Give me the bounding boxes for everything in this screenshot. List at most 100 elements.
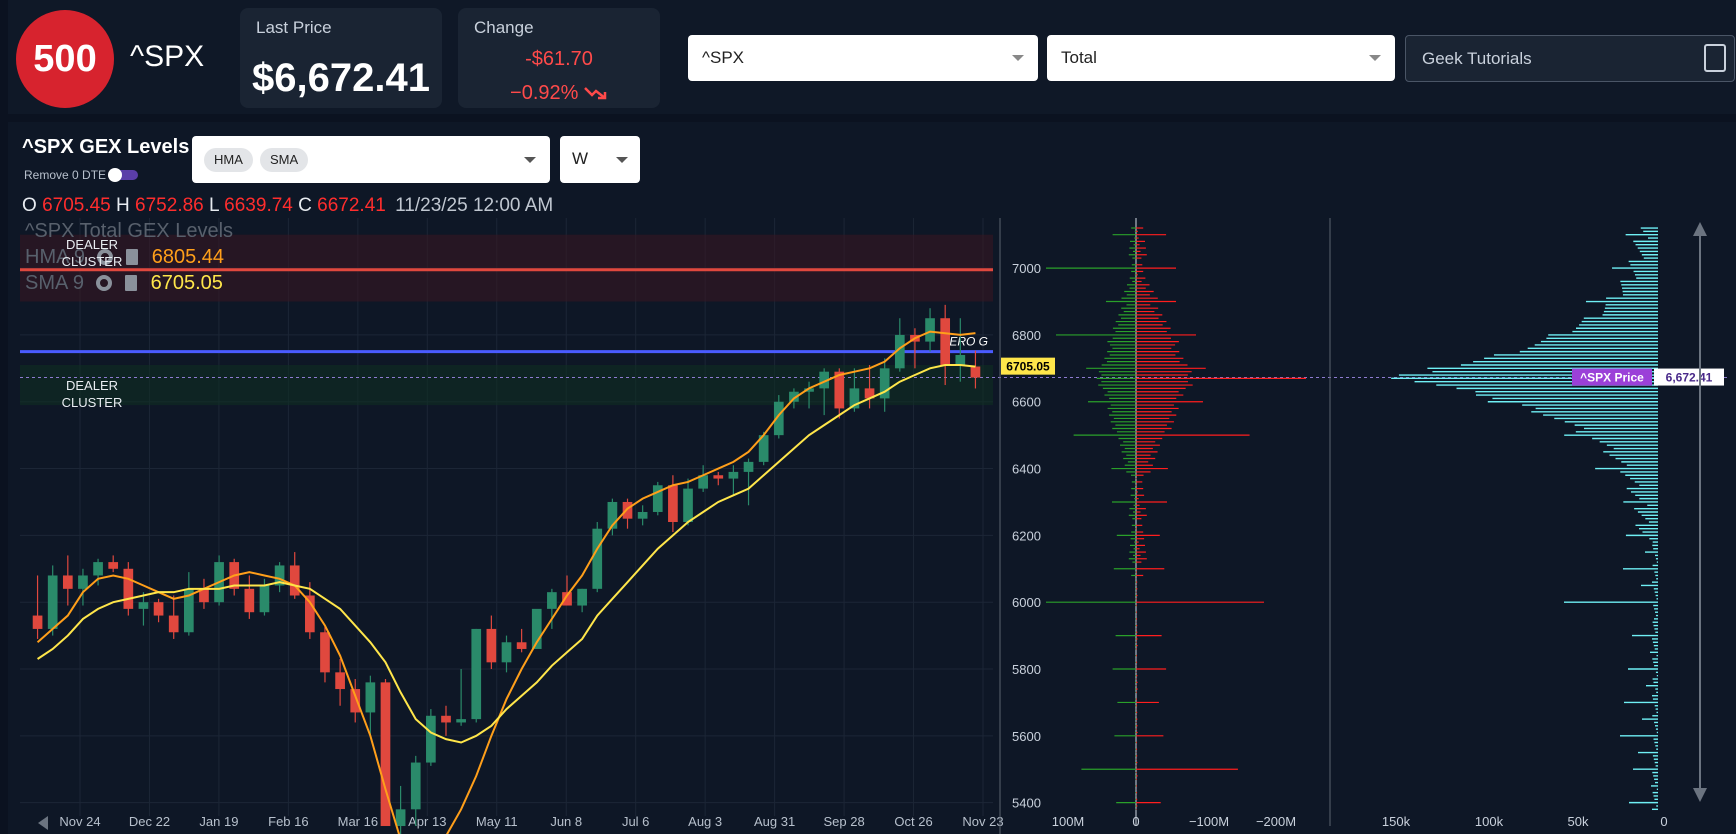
- candle-body: [607, 501, 618, 529]
- moving-average-select[interactable]: HMA SMA: [192, 136, 550, 183]
- ohlc-date: 11/23/25 12:00 AM: [395, 195, 554, 216]
- x-tick-label: Aug 31: [754, 814, 795, 829]
- x-tick-label: Jul 6: [622, 814, 649, 829]
- x-tick-label: Apr 13: [408, 814, 446, 829]
- gex-tick-label: −200M: [1256, 814, 1296, 829]
- chevron-down-icon: [1369, 55, 1381, 61]
- candle-body: [652, 485, 663, 512]
- candle-body: [743, 461, 754, 472]
- hma-label: HMA: [25, 246, 69, 268]
- candle-body: [516, 642, 527, 649]
- candle-body: [879, 368, 890, 399]
- change-label: Change: [474, 18, 534, 37]
- gex-type-select[interactable]: Total: [1047, 35, 1395, 81]
- y-tick-label: 6600: [1012, 395, 1041, 410]
- zero-g-label: ZERO G: [941, 335, 988, 349]
- interval-select[interactable]: W: [560, 136, 640, 183]
- candle-body: [199, 588, 209, 603]
- last-price-card: Last Price $6,672.41: [240, 8, 442, 108]
- gear-icon[interactable]: [96, 249, 113, 265]
- gear-icon[interactable]: [95, 275, 112, 291]
- candle-body: [668, 485, 678, 523]
- candle-body: [244, 588, 255, 613]
- dealer-cluster-upper-band: [20, 234, 993, 302]
- sma-value: 6705.05: [150, 272, 223, 294]
- candle-body: [78, 575, 88, 589]
- trash-icon[interactable]: [126, 249, 139, 265]
- oi-tick-label: 0: [1660, 814, 1667, 829]
- gex-chart[interactable]: Nov 24 Dec 22 Jan 19 Feb 16 Mar 16 Apr 13 May …: [8, 218, 1736, 834]
- oi-tick-label: 150k: [1382, 814, 1411, 829]
- scroll-down-icon: [1693, 788, 1707, 802]
- y-tick-label: 5800: [1012, 662, 1041, 677]
- candle-body: [970, 366, 981, 378]
- oi-tick-label: 100k: [1475, 814, 1504, 829]
- hma-value: 6805.44: [151, 246, 225, 268]
- remove-0dte-toggle[interactable]: [108, 168, 138, 182]
- low-key: L: [209, 195, 219, 216]
- candle-body: [441, 715, 451, 723]
- dealer-cluster-lower-label: DEALER CLUSTER: [52, 377, 132, 411]
- dealer-cluster-text: DEALER CLUSTER: [61, 237, 123, 269]
- high-value: 6752.86: [135, 195, 204, 216]
- y-tick-label: 6800: [1012, 328, 1041, 343]
- sma-period: 9: [72, 272, 84, 294]
- document-icon[interactable]: [1704, 44, 1726, 72]
- chevron-down-icon: [1012, 55, 1024, 61]
- candle-body: [335, 672, 345, 690]
- candle-body: [758, 435, 769, 462]
- candle-body: [713, 475, 724, 479]
- candle-body: [426, 715, 436, 763]
- x-tick-label: Dec 22: [129, 814, 170, 829]
- candle-body: [834, 371, 845, 409]
- y-tick-label: 5600: [1012, 729, 1041, 744]
- last-price-value: $6,672.41: [252, 56, 430, 100]
- candle-body: [864, 388, 875, 399]
- change-percent-row: −0.92%: [458, 82, 660, 105]
- candle-body: [819, 371, 830, 389]
- open-value: 6705.45: [42, 195, 111, 216]
- x-tick-label: Nov 24: [59, 814, 100, 829]
- candle-body: [108, 562, 119, 569]
- x-tick-label: Oct 26: [894, 814, 932, 829]
- candle-body: [894, 334, 905, 369]
- x-tick-label: Aug 3: [688, 814, 722, 829]
- open-key: O: [22, 195, 37, 216]
- candle-body: [728, 471, 739, 479]
- candle-body: [501, 642, 512, 663]
- candle-body: [925, 318, 935, 342]
- sma-price-tag-bg: [1001, 357, 1055, 375]
- candle-body: [395, 809, 406, 827]
- symbol-select[interactable]: ^SPX: [688, 35, 1038, 81]
- panel-title: ^SPX GEX Levels: [22, 136, 190, 158]
- chevron-down-icon: [616, 157, 628, 163]
- chip-sma[interactable]: SMA: [260, 148, 309, 172]
- candle-body: [410, 762, 421, 810]
- close-value: 6672.41: [317, 195, 386, 216]
- candle-body: [123, 568, 134, 609]
- y-tick-label: 5400: [1012, 796, 1041, 811]
- candle-body: [804, 388, 814, 392]
- hma-line: [36, 330, 976, 834]
- candle-body: [274, 565, 285, 586]
- change-card: Change -$61.70 −0.92%: [458, 8, 660, 108]
- chip-hma[interactable]: HMA: [204, 148, 253, 172]
- candle-body: [305, 595, 315, 633]
- trash-icon[interactable]: [125, 275, 138, 291]
- geek-tutorials-field[interactable]: Geek Tutorials: [1405, 35, 1735, 82]
- legend-sma: SMA 9 6705.05: [25, 272, 223, 295]
- spx-price-tag-label: ^SPX Price: [1580, 371, 1644, 385]
- candle-body: [849, 388, 860, 409]
- candle-body: [773, 401, 784, 436]
- spx-price-value-bg: [1654, 368, 1724, 386]
- remove-0dte-label: Remove 0 DTE: [24, 168, 107, 182]
- last-price-label: Last Price: [256, 18, 332, 37]
- candle-body: [47, 575, 58, 629]
- y-tick-label: 6200: [1012, 528, 1041, 543]
- x-tick-label: May 11: [476, 814, 518, 829]
- chevron-down-icon: [524, 157, 536, 163]
- change-percent: −0.92%: [510, 82, 579, 104]
- candle-body: [698, 475, 708, 489]
- candle-body: [940, 318, 951, 365]
- candle-body: [259, 585, 270, 613]
